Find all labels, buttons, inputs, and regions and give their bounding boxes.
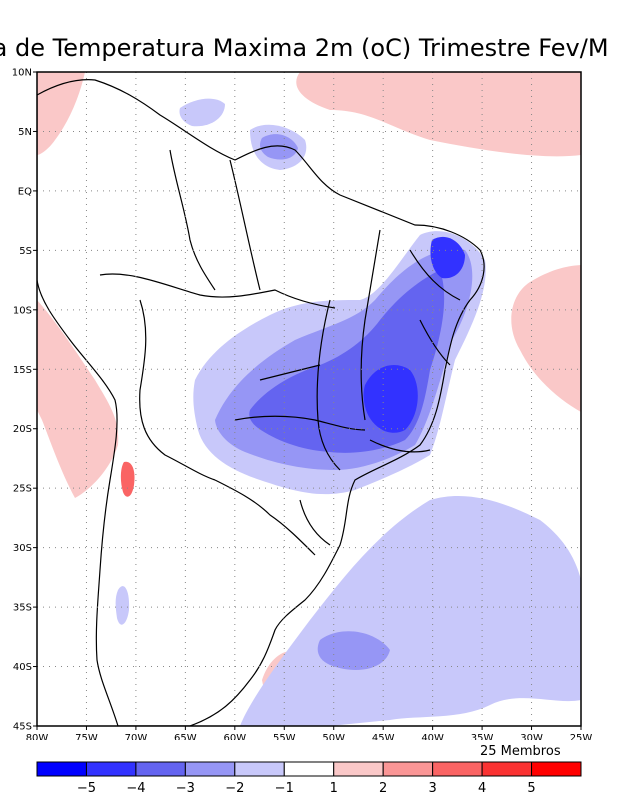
country-border-2 <box>139 299 216 481</box>
y-axis-ticks: 10N 5N EQ 5S 10S 15S 20S 25S 30S 35S 40S 45S <box>12 68 37 733</box>
x-tick-label: 35W <box>471 733 494 740</box>
country-border-3 <box>214 479 316 556</box>
state-border-9 <box>419 319 451 366</box>
anomaly-map: 80W 75W 70W 65W 60W 55W 50W 45W 40W 35W 30W 25W 10N… <box>12 68 593 741</box>
warm-anomaly-east-atlantic <box>511 265 581 412</box>
plot-frame <box>36 71 582 727</box>
x-tick-label: 40W <box>421 733 444 740</box>
legend-bin <box>531 761 582 777</box>
x-tick-label: 70W <box>125 733 148 740</box>
legend-label: −1 <box>275 781 294 796</box>
cool-anomaly-bahia-core <box>363 365 418 433</box>
continent-outline <box>37 79 485 726</box>
x-tick-label: 75W <box>75 733 98 740</box>
y-tick-label: 10N <box>12 68 32 79</box>
x-tick-label: 80W <box>26 733 49 740</box>
x-tick-label: 50W <box>322 733 345 740</box>
grid-lines <box>37 72 581 726</box>
legend-label: −2 <box>225 781 244 796</box>
legend-label: 4 <box>478 781 486 796</box>
cool-anomaly-north <box>179 98 225 127</box>
legend-label: 1 <box>330 781 338 796</box>
x-tick-label: 60W <box>224 733 247 740</box>
state-border-4 <box>234 415 366 431</box>
state-border-1 <box>229 159 261 291</box>
y-tick-label: 30S <box>13 543 32 554</box>
anomaly-fields <box>37 72 581 726</box>
y-tick-label: 5S <box>19 246 32 257</box>
y-tick-label: 40S <box>13 662 32 673</box>
cool-anomaly-northeast-core <box>430 236 465 279</box>
x-tick-label: 65W <box>174 733 197 740</box>
legend-label: −5 <box>77 781 96 796</box>
warm-anomaly-caribbean <box>37 72 85 155</box>
y-tick-label: 20S <box>13 424 32 435</box>
legend-bin <box>85 761 137 777</box>
legend-bin <box>432 761 483 777</box>
legend-bin <box>184 761 236 777</box>
y-tick-label: 45S <box>13 722 32 733</box>
state-border-8 <box>409 249 461 301</box>
legend-bin <box>135 761 186 777</box>
cool-anomaly-andes-south <box>115 586 130 625</box>
state-border-3 <box>360 229 381 421</box>
map-title: ia de Temperatura Maxima 2m (oC) Trimest… <box>0 34 609 62</box>
warm-anomaly-pacific-coast <box>37 300 119 498</box>
y-tick-label: 10S <box>13 305 32 316</box>
legend-bin <box>382 761 434 777</box>
members-label: 25 Membros <box>480 744 561 759</box>
state-border-5 <box>259 364 321 381</box>
x-tick-label: 25W <box>570 733 593 740</box>
legend-label: 5 <box>527 781 535 796</box>
state-border-7 <box>169 149 216 291</box>
y-tick-label: 35S <box>13 603 32 614</box>
legend-label: −4 <box>126 781 145 796</box>
legend-label: −3 <box>176 781 195 796</box>
state-border-6 <box>299 499 331 546</box>
warm-anomaly-north-atlantic <box>296 72 581 157</box>
legend-bins <box>36 761 582 777</box>
state-border-2 <box>316 299 341 471</box>
y-tick-label: 5N <box>18 127 32 138</box>
legend-bin <box>234 761 285 777</box>
legend-bin <box>333 761 384 777</box>
color-legend: −5 −4 −3 −2 −1 1 2 3 4 5 <box>36 761 582 796</box>
y-tick-label: 25S <box>13 484 32 495</box>
legend-bin <box>36 761 87 777</box>
legend-label: 2 <box>379 781 387 796</box>
x-tick-label: 30W <box>520 733 543 740</box>
x-tick-label: 45W <box>372 733 395 740</box>
x-axis-ticks: 80W 75W 70W 65W 60W 55W 50W 45W 40W 35W 30W 25W <box>26 726 593 740</box>
y-tick-label: 15S <box>13 365 32 376</box>
x-tick-label: 55W <box>273 733 296 740</box>
warm-anomaly-andes <box>120 461 135 497</box>
map-borders <box>37 79 485 726</box>
cool-anomaly-amapa-core <box>260 134 298 160</box>
legend-bin <box>283 761 335 777</box>
legend-bin <box>481 761 533 777</box>
country-border-1 <box>99 273 336 309</box>
cool-anomaly-south-atlantic <box>240 495 581 726</box>
cool-anomaly-south-atlantic-core <box>317 631 390 670</box>
y-tick-label: EQ <box>18 186 32 197</box>
legend-label: 3 <box>428 781 436 796</box>
state-border-10 <box>369 439 431 453</box>
legend-labels: −5 −4 −3 −2 −1 1 2 3 4 5 <box>77 781 536 796</box>
